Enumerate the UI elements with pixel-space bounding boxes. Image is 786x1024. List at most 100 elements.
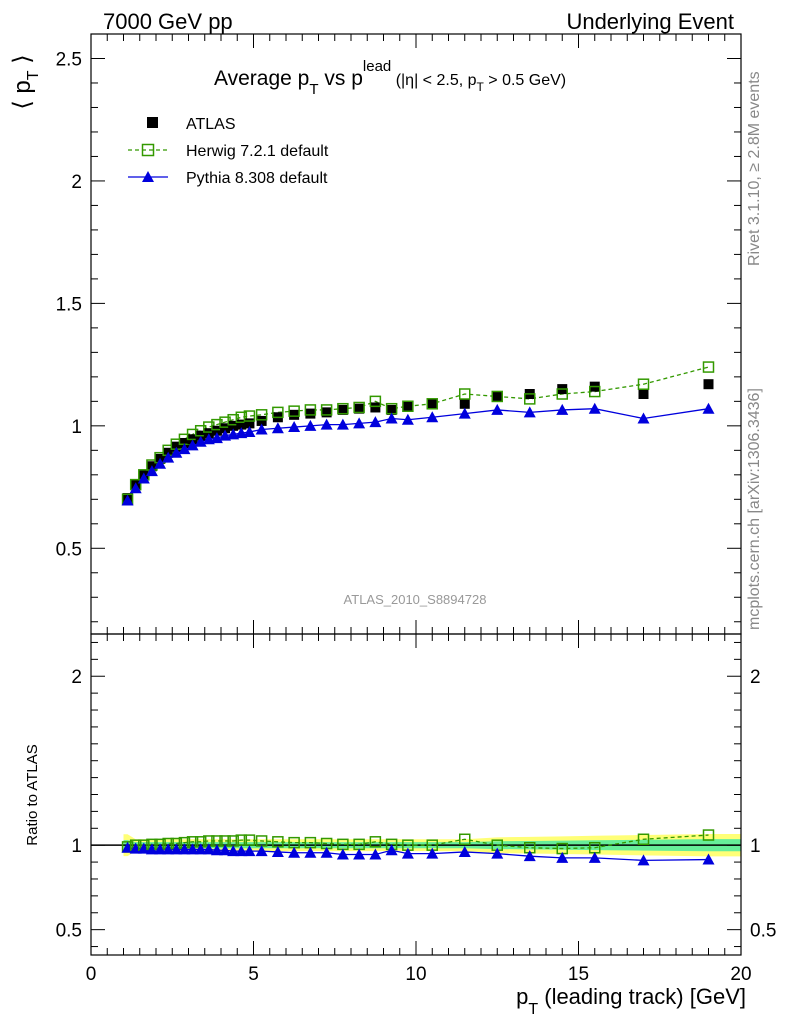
pythia-point [401,413,414,425]
ratio-y-tick-label: 2 [71,667,82,688]
pythia-point [637,412,650,424]
atlas-point [211,425,222,436]
pythia-point [491,403,504,415]
herwig-point [272,406,284,419]
pythia-point [336,418,349,430]
x-tick-label: 20 [730,964,751,985]
ratio-pythia-point [194,843,207,855]
ratio-pythia-point [271,845,284,857]
x-axis-label: pT (leading track) [GeV] [516,984,746,1018]
ratio-pythia-point [137,842,150,854]
ratio-pythia-point [219,844,232,856]
pythia-point [255,423,268,435]
ratio-pythia-point [637,854,650,866]
ratio-pythia-line [127,847,709,862]
ratio-y-tick-label-right: 0.5 [750,921,776,942]
ratio-pythia-point [353,848,366,860]
ratio-pythia-point [320,846,333,858]
atlas-point [179,437,190,448]
main-y-tick-label: 1.5 [56,294,82,315]
pythia-point [178,443,191,455]
herwig-point [369,395,382,408]
main-panel: 0.5 1 1.5 2 2.5 [56,33,742,635]
atlas-point [236,419,247,430]
ratio-herwig-point [369,836,382,848]
ratio-pythia-point [702,853,715,865]
ratio-pythia-point [170,843,183,855]
ratio-pythia-point [145,843,158,855]
ratio-pythia-point [288,846,301,858]
header-left: 7000 GeV pp [103,9,233,34]
ratio-pythia-point [385,844,398,856]
ratio-pythia-point [162,843,175,855]
legend-herwig-marker [141,143,155,157]
x-tick-label: 5 [248,964,259,985]
ratio-y-axis-label: Ratio to ATLAS [24,744,41,845]
atlas-point [459,398,470,409]
ratio-pythia-point [255,845,268,857]
ratio-pythia-point [336,848,349,860]
atlas-point [402,401,413,412]
ratio-pythia-point [235,845,248,857]
atlas-point [354,403,365,414]
ratio-herwig-point [637,833,650,846]
ratio-herwig-point [702,829,715,841]
pythia-point [353,417,366,429]
ratio-pythia-point [556,851,569,863]
herwig-point [288,405,300,417]
ratio-pythia-point [588,851,601,863]
ratio-pythia-point [186,843,199,855]
pythia-point [385,412,398,424]
herwig-point [426,398,438,410]
ratio-frame [90,633,742,956]
herwig-point [459,388,471,400]
pythia-point [137,472,150,484]
atlas-point [305,408,316,419]
pythia-point [588,402,601,414]
pythia-point [369,416,382,428]
legend-pythia-marker [142,171,154,182]
ratio-panel: 0 5 10 15 20 0.5 0.5 1 1 2 2 [56,633,776,985]
atlas-point [337,404,348,415]
pythia-point [162,451,175,463]
herwig-point [402,400,414,412]
herwig-point [491,390,503,403]
legend-atlas-label: ATLAS [186,116,236,133]
herwig-point [353,401,365,414]
ratio-pythia-point [178,843,191,855]
atlas-point [244,418,255,429]
atlas-point [256,415,267,426]
ratio-y-tick-label-right: 1 [750,836,761,857]
atlas-point [703,379,714,390]
herwig-point [337,402,349,415]
herwig-point [255,409,268,421]
mcplots-citation-text: mcplots.cern.ch [arXiv:1306.3436] [746,388,763,630]
pythia-point [186,439,199,451]
ratio-pythia-point [401,847,414,859]
pythia-line [127,408,709,501]
main-y-tick-label: 1 [71,417,82,438]
ratio-y-tick-label: 0.5 [56,921,82,942]
herwig-point [524,393,536,405]
atlas-point [370,402,381,413]
x-tick-label: 0 [86,964,97,985]
ratio-pythia-point [458,845,471,857]
pythia-point [523,406,536,418]
atlas-point [386,404,397,415]
ratio-pythia-point [227,845,240,857]
main-y-tick-label: 2 [71,172,82,193]
ratio-y-tick-label-right: 2 [750,667,761,688]
main-y-axis-label: ⟨ pT ⟩ [9,54,42,109]
header-right: Underlying Event [566,9,734,34]
atlas-point [203,428,214,439]
pythia-point [170,446,183,458]
atlas-point [228,420,239,431]
atlas-point [321,407,332,418]
legend-herwig-label: Herwig 7.2.1 default [186,143,329,160]
herwig-point [243,410,256,422]
ratio-pythia-point [304,846,317,858]
herwig-point [556,388,568,400]
pythia-point [121,494,134,506]
ratio-pythia-point [210,844,223,856]
